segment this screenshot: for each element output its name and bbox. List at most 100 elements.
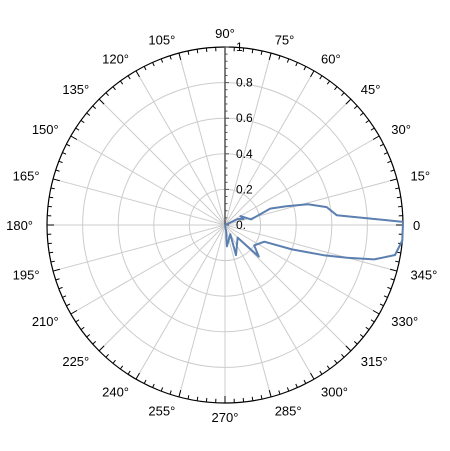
angle-label: 315° [361, 354, 388, 369]
angle-label: 30° [391, 122, 411, 137]
angle-tick [310, 372, 315, 380]
angle-tick [370, 127, 375, 131]
angle-tick [396, 251, 401, 254]
angle-tick [310, 70, 315, 78]
angle-label: 135° [62, 82, 89, 97]
angle-tick [251, 49, 254, 54]
angle-tick [295, 383, 298, 388]
grid-spoke [224, 224, 380, 315]
angle-tick [58, 160, 63, 164]
angle-label: 0 [413, 218, 420, 233]
angle-tick [390, 178, 398, 182]
angle-tick [319, 370, 323, 375]
angle-tick [268, 390, 272, 398]
angle-tick [303, 66, 307, 71]
angle-tick [370, 319, 375, 323]
angle-label: 180° [6, 218, 33, 233]
grid-spoke [98, 224, 226, 352]
angle-tick [295, 62, 298, 67]
angle-tick [196, 396, 199, 401]
angle-tick [383, 295, 388, 298]
angle-label: 105° [148, 33, 175, 48]
grid-spoke [52, 224, 226, 272]
angle-tick [86, 334, 91, 338]
angle-tick [105, 92, 109, 97]
grid-spoke [178, 52, 226, 226]
angle-tick [98, 98, 105, 105]
radial-tick-label: 1 [236, 40, 243, 54]
angle-tick [66, 303, 71, 307]
angle-tick [387, 160, 392, 164]
angle-tick [75, 319, 80, 323]
radial-tick-label: 0. [236, 218, 246, 232]
angle-label: 330° [391, 314, 418, 329]
angle-tick [119, 80, 124, 85]
angle-tick [52, 178, 60, 182]
radial-tick-label: 0.6 [236, 111, 253, 125]
angle-tick [379, 143, 384, 147]
angle-tick [160, 58, 164, 63]
grid-spoke [178, 224, 226, 398]
grid-spoke [224, 52, 272, 226]
angle-tick [135, 70, 140, 78]
grid-spoke [98, 98, 226, 226]
angle-tick [178, 52, 182, 60]
angle-tick [341, 92, 345, 97]
angle-tick [127, 75, 131, 80]
angle-tick [55, 278, 60, 281]
angle-tick [365, 119, 370, 124]
angle-tick [395, 187, 400, 190]
angle-tick [55, 169, 60, 172]
angle-tick [387, 286, 392, 290]
angle-tick [98, 345, 105, 352]
angle-tick [319, 75, 323, 80]
angle-tick [50, 260, 55, 263]
angle-label: 225° [62, 354, 89, 369]
angle-tick [143, 379, 147, 384]
angle-tick [372, 135, 380, 140]
angle-tick [359, 112, 364, 116]
angle-tick [75, 127, 80, 131]
angle-tick [66, 143, 71, 147]
angle-tick [353, 105, 358, 109]
angle-tick [178, 390, 182, 398]
angle-tick [326, 80, 331, 85]
angle-label: 165° [13, 168, 40, 183]
angle-label: 255° [148, 403, 175, 418]
angle-tick [50, 187, 55, 190]
angle-tick [278, 390, 281, 395]
angle-tick [345, 345, 352, 352]
angle-tick [372, 310, 380, 315]
angle-label: 45° [361, 82, 381, 97]
angle-tick [112, 359, 116, 364]
angle-label: 300° [321, 384, 348, 399]
angle-tick [251, 396, 254, 401]
angle-tick [196, 49, 199, 54]
angle-tick [286, 387, 290, 392]
angle-label: 150° [32, 122, 59, 137]
angle-label: 120° [102, 52, 129, 67]
angle-tick [143, 66, 147, 71]
grid-spoke [224, 70, 315, 226]
angle-tick [169, 390, 172, 395]
polar-grid [47, 47, 403, 403]
angle-label: 345° [410, 268, 437, 283]
grid-spoke [224, 135, 380, 226]
angle-tick [334, 86, 338, 91]
angle-tick [92, 341, 97, 345]
angle-tick [49, 251, 54, 254]
angle-label: 210° [32, 314, 59, 329]
angle-label: 60° [321, 52, 341, 67]
angle-tick [135, 372, 140, 380]
angle-tick [62, 152, 67, 155]
angle-tick [80, 326, 85, 331]
series-line [224, 203, 404, 261]
angle-tick [152, 62, 155, 67]
angle-tick [112, 86, 116, 91]
radial-tick-label: 0.4 [236, 147, 253, 161]
angle-tick [62, 295, 67, 298]
angle-tick [268, 52, 272, 60]
angle-tick [127, 370, 131, 375]
angle-tick [70, 135, 78, 140]
angle-tick [169, 55, 172, 60]
